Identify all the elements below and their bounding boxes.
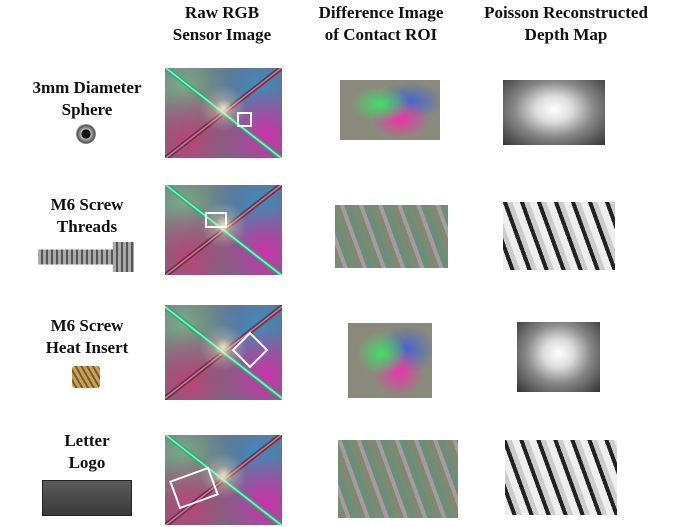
raw-image bbox=[165, 68, 282, 158]
row-label-line: M6 Screw bbox=[20, 315, 154, 337]
header-line: Difference Image bbox=[300, 2, 462, 24]
row-label-line: Heat Insert bbox=[20, 337, 154, 359]
row-label: 3mm Diameter Sphere bbox=[20, 77, 154, 121]
row-label: M6 Screw Heat Insert bbox=[20, 315, 154, 359]
roi-box bbox=[232, 332, 269, 369]
roi-box bbox=[169, 467, 219, 510]
difference-image bbox=[335, 205, 448, 268]
depth-map bbox=[505, 440, 617, 515]
row-label: Letter Logo bbox=[20, 430, 154, 474]
row-label: M6 Screw Threads bbox=[20, 194, 154, 238]
object-photo bbox=[76, 124, 96, 144]
header-line: of Contact ROI bbox=[300, 24, 462, 46]
header-line: Raw RGB bbox=[152, 2, 292, 24]
column-header: Poisson Reconstructed Depth Map bbox=[466, 2, 666, 46]
column-header: Raw RGB Sensor Image bbox=[152, 2, 292, 46]
row-label-line: 3mm Diameter bbox=[20, 77, 154, 99]
roi-box bbox=[205, 212, 227, 228]
raw-image bbox=[165, 305, 282, 400]
row-label-line: Sphere bbox=[20, 99, 154, 121]
depth-map bbox=[517, 322, 600, 392]
header-line: Depth Map bbox=[466, 24, 666, 46]
row-label-line: Letter bbox=[20, 430, 154, 452]
roi-box bbox=[237, 112, 252, 127]
row-label-line: Logo bbox=[20, 452, 154, 474]
header-line: Poisson Reconstructed bbox=[466, 2, 666, 24]
object-photo bbox=[42, 480, 132, 516]
raw-image bbox=[165, 185, 282, 275]
depth-map bbox=[503, 202, 615, 270]
object-photo bbox=[72, 366, 100, 388]
header-line: Sensor Image bbox=[152, 24, 292, 46]
difference-image bbox=[340, 80, 440, 140]
difference-image bbox=[338, 440, 458, 518]
figure: Raw RGB Sensor Image Difference Image of… bbox=[0, 0, 688, 527]
difference-image bbox=[348, 323, 432, 398]
row-label-line: M6 Screw bbox=[20, 194, 154, 216]
depth-map bbox=[503, 80, 605, 145]
object-photo bbox=[38, 242, 134, 272]
raw-image bbox=[165, 435, 282, 525]
row-label-line: Threads bbox=[20, 216, 154, 238]
column-header: Difference Image of Contact ROI bbox=[300, 2, 462, 46]
